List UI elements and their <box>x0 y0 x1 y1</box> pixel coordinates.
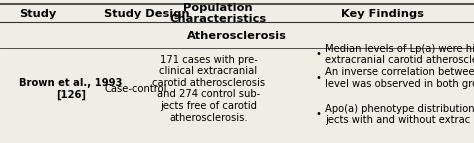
Text: •: • <box>315 49 321 59</box>
Text: Population
Characteristics: Population Characteristics <box>170 3 266 24</box>
Text: 171 cases with pre-
clinical extracranial
carotid atherosclerosis
and 274 contro: 171 cases with pre- clinical extracrania… <box>152 55 265 123</box>
Text: An inverse correlation between
level was observed in both gro: An inverse correlation between level was… <box>325 67 474 89</box>
Text: Atherosclerosis: Atherosclerosis <box>187 31 287 41</box>
Text: Brown et al., 1993
[126]: Brown et al., 1993 [126] <box>19 78 122 100</box>
Text: Study: Study <box>19 9 56 19</box>
Text: Case-control: Case-control <box>104 84 167 94</box>
Text: •: • <box>315 109 321 119</box>
Text: Median levels of Lp(a) were hi
extracranial carotid atheroscler: Median levels of Lp(a) were hi extracran… <box>325 43 474 65</box>
Text: Study Design: Study Design <box>104 9 190 19</box>
Text: Key Findings: Key Findings <box>341 9 424 19</box>
Text: Apo(a) phenotype distribution
jects with and without extrac: Apo(a) phenotype distribution jects with… <box>325 104 474 125</box>
Text: •: • <box>315 73 321 83</box>
